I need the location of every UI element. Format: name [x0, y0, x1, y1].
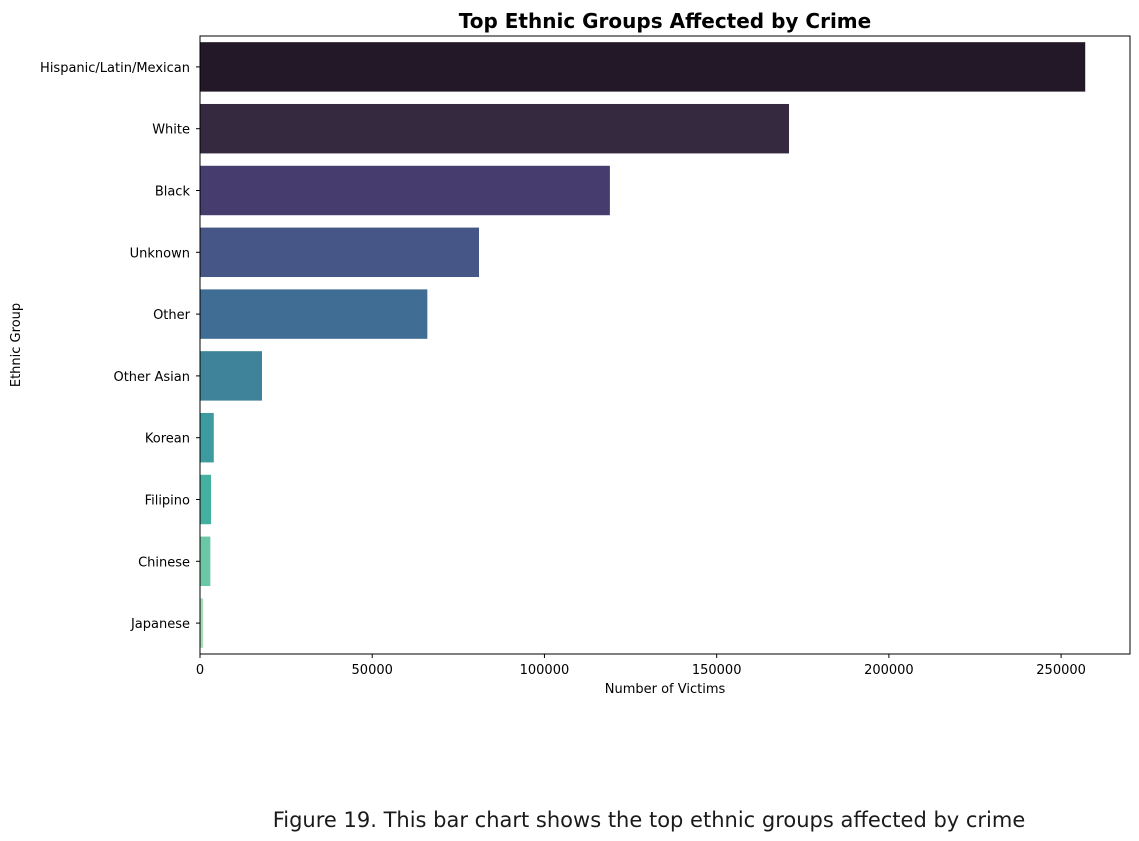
x-tick-label: 200000	[864, 663, 914, 678]
x-tick-label: 0	[196, 663, 204, 678]
bar-2	[200, 165, 610, 216]
bar-0	[200, 42, 1086, 92]
x-tick-label: 100000	[520, 663, 570, 678]
y-tick-label: Chinese	[138, 555, 190, 570]
y-tick-label: Other Asian	[113, 370, 190, 385]
bar-7	[200, 474, 212, 525]
x-tick-label: 150000	[692, 663, 742, 678]
plot-frame	[199, 35, 1131, 655]
chart-title: Top Ethnic Groups Affected by Crime	[459, 9, 871, 33]
y-tick-label: Black	[155, 185, 191, 200]
bars-group	[200, 42, 1086, 648]
bar-4	[200, 289, 428, 339]
bar-1	[200, 103, 789, 154]
y-tick-label: Korean	[145, 432, 190, 447]
y-tick-label: Hispanic/Latin/Mexican	[40, 61, 190, 76]
y-tick-label: Other	[153, 308, 191, 323]
y-tick-label: Filipino	[145, 494, 190, 509]
x-axis-label: Number of Victims	[605, 682, 726, 697]
bar-9	[200, 598, 204, 648]
figure-caption: Figure 19. This bar chart shows the top …	[273, 808, 1026, 832]
bar-8	[200, 536, 211, 587]
y-tick-label: Japanese	[130, 617, 190, 632]
x-tick-label: 50000	[352, 663, 393, 678]
y-tick-label: Unknown	[130, 246, 190, 261]
y-tick-label: White	[152, 123, 190, 138]
x-tick-label: 250000	[1036, 663, 1086, 678]
x-axis-ticks: 0 50000 100000 150000 200000 250000	[196, 654, 1086, 678]
y-axis-ticks: Hispanic/Latin/Mexican White Black Unknown O…	[40, 61, 200, 632]
bar-3	[200, 227, 479, 278]
bar-6	[200, 412, 214, 463]
bar-5	[200, 351, 262, 401]
y-axis-label: Ethnic Group	[9, 303, 24, 387]
